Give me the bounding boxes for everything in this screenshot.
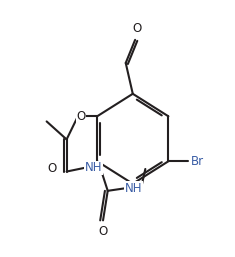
Text: Br: Br [191,155,204,168]
Text: NH: NH [125,182,142,195]
Text: O: O [98,225,108,238]
Text: NH: NH [85,161,102,174]
Text: O: O [133,22,142,35]
Text: O: O [47,162,57,176]
Text: O: O [77,110,86,123]
